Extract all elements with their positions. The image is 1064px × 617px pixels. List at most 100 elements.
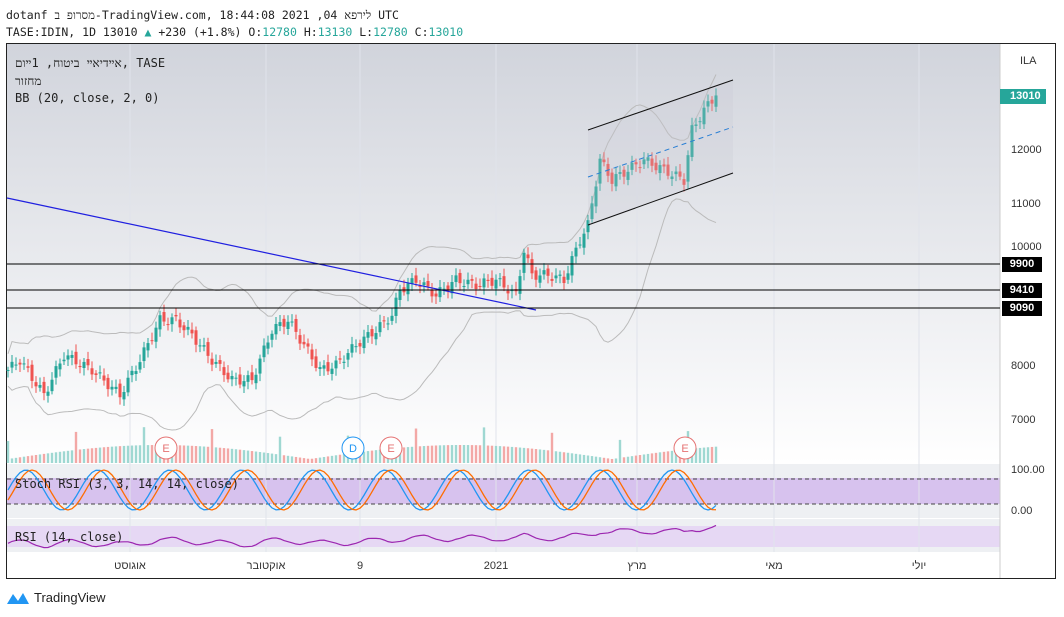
volume-bar bbox=[246, 450, 250, 463]
bb-lower bbox=[7, 198, 717, 431]
volume-bar bbox=[142, 427, 146, 463]
time-label: מאי bbox=[765, 560, 783, 572]
brand-name: TradingView bbox=[34, 590, 106, 605]
volume-bar bbox=[438, 445, 442, 463]
volume-bar bbox=[574, 453, 578, 463]
candle-body bbox=[282, 318, 286, 327]
high-value: 13130 bbox=[317, 25, 353, 39]
candle-body bbox=[462, 286, 466, 288]
channel-top[interactable] bbox=[587, 79, 734, 131]
l-label: L: bbox=[359, 25, 374, 39]
candle-body bbox=[550, 278, 554, 281]
candle-body bbox=[682, 179, 686, 185]
volume-bar bbox=[434, 445, 438, 463]
volume-bar bbox=[666, 451, 670, 463]
volume-bar bbox=[190, 445, 194, 463]
volume-bar bbox=[126, 445, 130, 463]
volume-bar bbox=[154, 445, 158, 463]
candle-body bbox=[526, 254, 530, 259]
volume-bar bbox=[662, 451, 666, 463]
candle-body bbox=[394, 297, 398, 316]
volume-bar bbox=[426, 445, 430, 463]
candle-body bbox=[198, 345, 202, 347]
candle-body bbox=[546, 268, 550, 276]
candle-body bbox=[654, 162, 658, 171]
volume-bar bbox=[62, 451, 66, 463]
volume-bar bbox=[118, 446, 122, 463]
tradingview-logo[interactable]: TradingView bbox=[6, 590, 106, 605]
volume-bar bbox=[114, 446, 118, 463]
candle-body bbox=[286, 321, 290, 330]
candle-body bbox=[426, 280, 430, 287]
volume-bar bbox=[234, 449, 238, 463]
volume-bar bbox=[422, 446, 426, 463]
volume-bar bbox=[30, 455, 34, 463]
volume-bar bbox=[150, 445, 154, 463]
tradingview-logo-icon bbox=[7, 592, 29, 604]
candle-body bbox=[470, 279, 474, 281]
volume-bar bbox=[490, 445, 494, 463]
candle-body bbox=[414, 275, 418, 283]
volume-bar bbox=[130, 445, 134, 463]
volume-bar bbox=[598, 457, 602, 463]
level-tag-9090: 9090 bbox=[1002, 301, 1042, 316]
legend-rsi[interactable]: RSI (14, close) bbox=[15, 530, 124, 544]
volume-bar bbox=[378, 449, 382, 463]
candle-body bbox=[238, 374, 242, 385]
volume-bar bbox=[502, 446, 506, 463]
rsi-line bbox=[7, 524, 717, 549]
bb-upper bbox=[7, 74, 717, 354]
volume-bar bbox=[54, 452, 58, 463]
candle-body bbox=[398, 290, 402, 300]
volume-bar bbox=[82, 449, 86, 463]
candle-body bbox=[406, 283, 410, 295]
trend-line[interactable] bbox=[6, 197, 537, 311]
legend-stoch[interactable]: Stoch RSI (3, 3, 14, 14, close) bbox=[15, 477, 239, 491]
volume-bar bbox=[654, 452, 658, 463]
volume-bar bbox=[110, 446, 114, 463]
candle-body bbox=[710, 99, 714, 104]
volume-bar bbox=[314, 458, 318, 463]
volume-bar bbox=[374, 450, 378, 463]
candle-body bbox=[630, 162, 634, 170]
volume-bar bbox=[106, 446, 110, 463]
candle-body bbox=[530, 259, 534, 274]
candle-body bbox=[298, 335, 302, 344]
candle-body bbox=[386, 323, 390, 325]
volume-bar bbox=[538, 449, 542, 463]
candle-body bbox=[554, 275, 558, 279]
volume-bar bbox=[186, 445, 190, 463]
channel-bottom[interactable] bbox=[587, 172, 734, 226]
volume-bar bbox=[182, 445, 186, 463]
volume-bar bbox=[102, 447, 106, 463]
candle-body bbox=[366, 332, 370, 338]
candle-body bbox=[318, 367, 322, 370]
candle-body bbox=[666, 164, 670, 176]
candle-body bbox=[674, 171, 678, 175]
candle-body bbox=[506, 290, 510, 294]
volume-bar bbox=[474, 445, 478, 463]
candle-body bbox=[458, 272, 462, 284]
legend-bb[interactable]: BB (20, close, 2, 0) bbox=[15, 91, 160, 105]
candle-body bbox=[586, 220, 590, 233]
earnings-event-icon bbox=[673, 436, 697, 460]
volume-bar bbox=[610, 458, 614, 463]
candle-body bbox=[54, 366, 58, 378]
volume-bar bbox=[138, 445, 142, 463]
candle-body bbox=[246, 375, 250, 382]
legend-volume[interactable]: מחזור bbox=[15, 74, 42, 88]
earnings-event-icon bbox=[341, 436, 365, 460]
candle-body bbox=[622, 169, 626, 177]
o-label: O: bbox=[248, 25, 263, 39]
candle-body bbox=[62, 359, 66, 362]
candle-body bbox=[138, 362, 142, 370]
candle-body bbox=[154, 327, 158, 342]
candle-body bbox=[698, 121, 702, 123]
candle-body bbox=[166, 324, 170, 326]
volume-bar bbox=[298, 457, 302, 463]
channel-mid bbox=[587, 126, 734, 178]
volume-bar bbox=[194, 446, 198, 463]
candle-body bbox=[266, 342, 270, 349]
candle-body bbox=[190, 329, 194, 334]
